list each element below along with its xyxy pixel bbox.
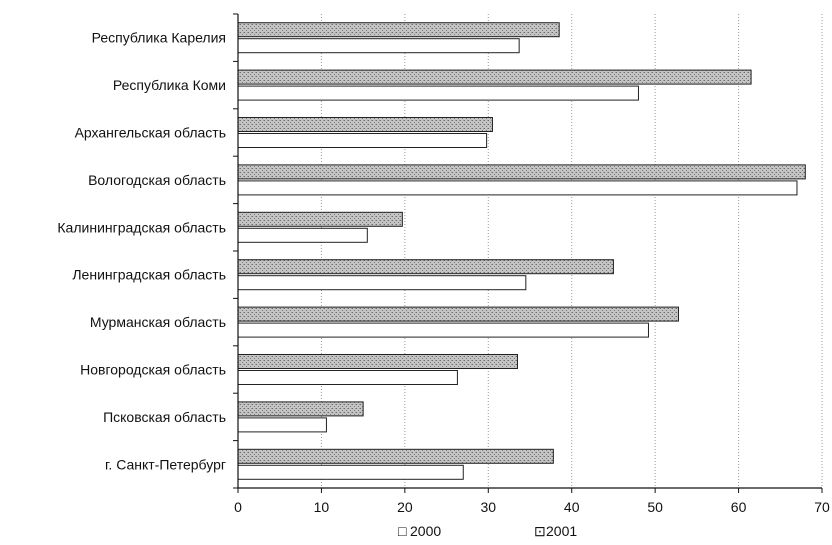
bar-2000 — [237, 38, 520, 54]
legend: □ 2000 ⊡ 2001 — [398, 523, 577, 539]
category-label: Архангельская область — [75, 125, 226, 141]
category-label: Ленинградская область — [72, 267, 226, 283]
axes — [233, 13, 823, 493]
x-tick-label: 60 — [731, 499, 747, 515]
bar-2000 — [237, 370, 458, 385]
category-label: Мурманская область — [90, 314, 226, 330]
bar-2000 — [237, 227, 368, 243]
category-labels: Республика Карелия Республика Коми Арханге… — [57, 30, 226, 473]
bar-2001 — [237, 401, 364, 417]
x-tick-label: 0 — [234, 499, 242, 515]
bar-2001 — [237, 117, 493, 132]
bar-2001 — [237, 22, 560, 38]
bar-2000 — [237, 85, 639, 101]
bar-2000 — [237, 417, 327, 433]
bar-2001 — [237, 69, 752, 85]
legend-label: 2000 — [410, 523, 441, 539]
category-label: Новгородская область — [80, 362, 226, 378]
category-label: г. Санкт-Петербург — [105, 456, 226, 472]
legend-swatch: □ — [398, 523, 407, 539]
category-label: Калининградская область — [57, 219, 226, 235]
gridlines — [320, 14, 823, 488]
category-label: Псковская область — [103, 409, 226, 425]
bar-2001 — [237, 448, 554, 464]
x-tick-label: 40 — [564, 499, 580, 515]
bar-2000 — [237, 180, 798, 196]
category-label: Вологодская область — [88, 172, 226, 188]
legend-label: 2001 — [546, 523, 577, 539]
bar-2000 — [237, 275, 527, 291]
x-tick-label: 70 — [814, 499, 830, 515]
bar-2001 — [237, 306, 680, 322]
x-tick-label: 30 — [480, 499, 496, 515]
bars — [237, 22, 806, 480]
bar-2001 — [237, 211, 403, 227]
bar-2000 — [237, 322, 649, 338]
x-tick-label: 20 — [397, 499, 413, 515]
x-tick-label: 50 — [647, 499, 663, 515]
bar-2001 — [237, 259, 614, 275]
category-label: Республика Карелия — [92, 30, 226, 46]
bar-2001 — [237, 164, 806, 180]
x-tick-label: 10 — [314, 499, 330, 515]
x-tick-labels: 0 10 20 30 40 50 60 70 — [234, 499, 830, 515]
bar-2001 — [237, 354, 518, 369]
legend-swatch: ⊡ — [534, 523, 546, 539]
category-label: Республика Коми — [113, 77, 226, 93]
bar-2000 — [237, 133, 488, 148]
bar-2000 — [237, 464, 464, 480]
